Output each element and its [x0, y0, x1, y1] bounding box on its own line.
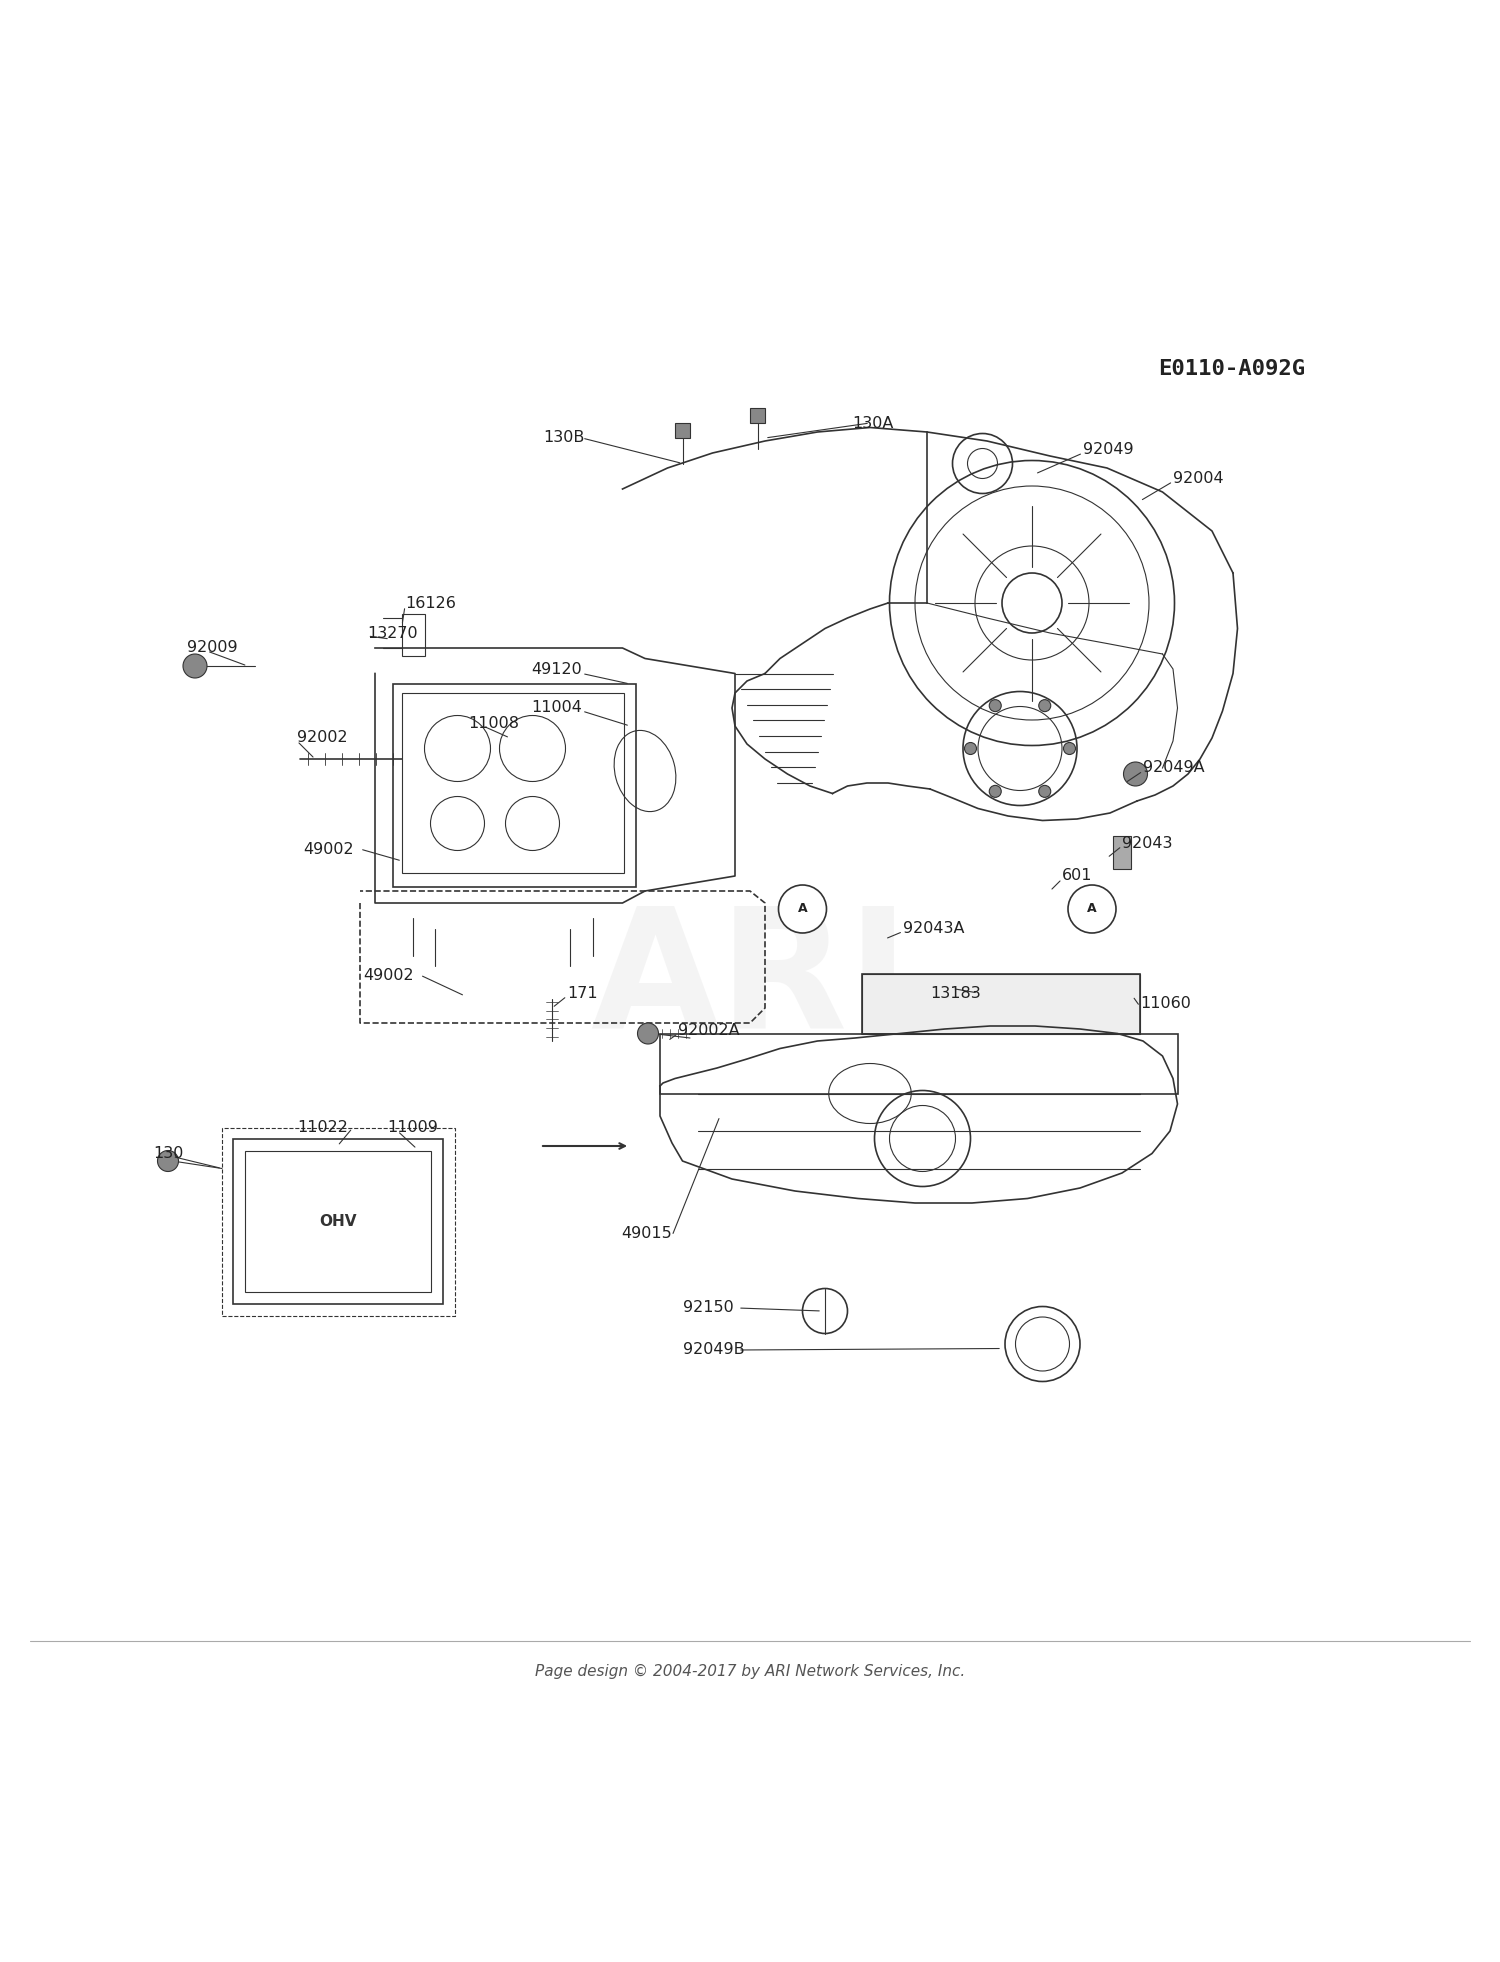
Bar — [675, 424, 690, 438]
Bar — [660, 1034, 1178, 1093]
Bar — [232, 1138, 442, 1303]
Text: 601: 601 — [1062, 869, 1092, 883]
Bar — [1113, 836, 1131, 869]
Circle shape — [1064, 742, 1076, 755]
Bar — [393, 685, 636, 887]
Text: OHV: OHV — [318, 1214, 357, 1228]
Text: 11009: 11009 — [387, 1120, 438, 1136]
Bar — [402, 614, 424, 655]
Text: E0110-A092G: E0110-A092G — [1158, 359, 1305, 379]
Bar — [222, 1128, 454, 1315]
Circle shape — [638, 1022, 658, 1044]
Circle shape — [1124, 761, 1148, 787]
Bar — [244, 1150, 430, 1291]
Text: 11022: 11022 — [297, 1120, 348, 1136]
Text: 49015: 49015 — [621, 1226, 672, 1240]
Text: 92002: 92002 — [297, 730, 348, 746]
Text: 92049B: 92049B — [682, 1342, 744, 1358]
Text: 92009: 92009 — [188, 640, 238, 655]
Bar — [862, 973, 1140, 1034]
Circle shape — [990, 785, 1002, 797]
Text: 16126: 16126 — [405, 596, 456, 610]
Text: 92150: 92150 — [682, 1301, 734, 1315]
Text: 130: 130 — [153, 1146, 183, 1162]
Text: 130B: 130B — [543, 430, 585, 445]
Text: 49002: 49002 — [363, 967, 414, 983]
Circle shape — [1068, 885, 1116, 934]
Circle shape — [964, 742, 976, 755]
Text: 92049: 92049 — [1083, 443, 1134, 457]
Text: 11004: 11004 — [531, 700, 582, 716]
Text: 11008: 11008 — [468, 716, 519, 730]
Circle shape — [158, 1150, 178, 1171]
Text: 171: 171 — [567, 985, 597, 1001]
Text: 92004: 92004 — [1173, 471, 1224, 487]
Bar — [750, 408, 765, 424]
Text: 92049A: 92049A — [1143, 761, 1204, 775]
Circle shape — [990, 700, 1002, 712]
Text: A: A — [798, 903, 807, 916]
Text: 11060: 11060 — [1140, 997, 1191, 1010]
Text: Page design © 2004-2017 by ARI Network Services, Inc.: Page design © 2004-2017 by ARI Network S… — [536, 1664, 964, 1679]
Text: 49120: 49120 — [531, 661, 582, 677]
Text: 13270: 13270 — [368, 626, 419, 640]
Bar — [402, 693, 624, 873]
Circle shape — [183, 653, 207, 679]
Circle shape — [1038, 700, 1050, 712]
Text: A: A — [1088, 903, 1096, 916]
Circle shape — [1038, 785, 1050, 797]
Text: ARI: ARI — [591, 899, 909, 1063]
Text: 13183: 13183 — [930, 985, 981, 1001]
Text: 92043A: 92043A — [903, 920, 964, 936]
Text: 92002A: 92002A — [678, 1022, 740, 1038]
Text: 49002: 49002 — [303, 842, 354, 857]
Circle shape — [778, 885, 826, 934]
Text: 92043: 92043 — [1122, 836, 1173, 850]
Text: 130A: 130A — [852, 416, 894, 430]
Bar — [862, 973, 1140, 1034]
